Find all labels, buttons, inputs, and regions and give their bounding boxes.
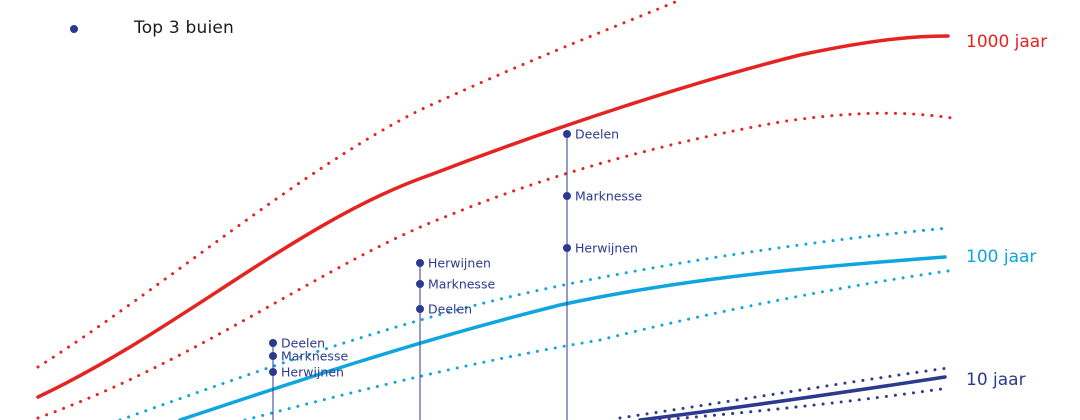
curves-layer [36, 0, 954, 420]
series-label-10-jaar: 10 jaar [966, 370, 1026, 390]
series-label-1000-jaar: 1000 jaar [966, 32, 1047, 52]
station-label-marknesse: Marknesse [281, 349, 348, 364]
stations-layer: DeelenMarknesseHerwijnenHerwijnenMarknes… [269, 127, 642, 420]
series-100-jaar-lower-bound [243, 269, 950, 420]
station-label-deelen: Deelen [575, 127, 619, 142]
legend-label: Top 3 buien [134, 18, 235, 38]
series-10-jaar-upper-bound [618, 366, 950, 420]
station-point-deelen [563, 130, 571, 138]
station-point-herwijnen [416, 259, 424, 267]
station-point-herwijnen [563, 244, 571, 252]
station-label-herwijnen: Herwijnen [281, 365, 344, 380]
station-label-marknesse: Marknesse [575, 189, 642, 204]
series-10-jaar-line [638, 375, 947, 420]
series-100-jaar-line [178, 255, 947, 420]
station-point-marknesse [269, 352, 277, 360]
series-100-jaar-upper-bound [118, 226, 950, 420]
station-point-deelen [269, 339, 277, 347]
station-label-marknesse: Marknesse [428, 277, 495, 292]
series-1000-jaar-lower-bound [36, 111, 954, 420]
series-label-100-jaar: 100 jaar [966, 247, 1036, 267]
curve-labels-layer: 1000 jaar 100 jaar 10 jaar [966, 32, 1047, 390]
series-1000-jaar-upper-bound [36, 0, 682, 369]
station-label-deelen: Deelen [428, 302, 472, 317]
series-1000-jaar-line [36, 34, 950, 399]
station-point-deelen [416, 305, 424, 313]
station-label-herwijnen: Herwijnen [575, 241, 638, 256]
legend: Top 3 buien [70, 18, 234, 38]
station-point-herwijnen [269, 368, 277, 376]
station-point-marknesse [563, 192, 571, 200]
legend-dot-icon [70, 25, 78, 33]
station-label-deelen: Deelen [281, 336, 325, 351]
station-point-marknesse [416, 280, 424, 288]
station-label-herwijnen: Herwijnen [428, 256, 491, 271]
series-10-jaar-lower-bound [658, 386, 950, 420]
